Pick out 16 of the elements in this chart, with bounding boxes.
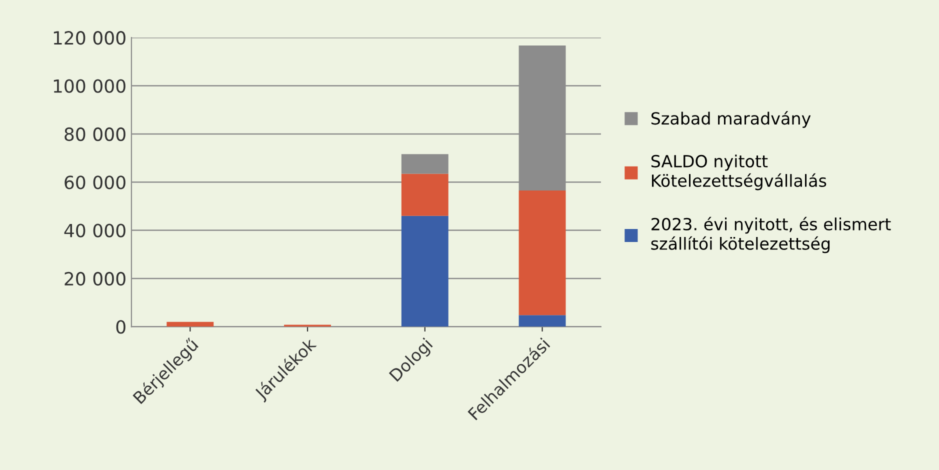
bar	[518, 190, 566, 316]
y-tick-label: 20 000	[64, 272, 126, 286]
bar	[401, 216, 448, 327]
bar	[166, 322, 214, 327]
y-tick-label: 40 000	[64, 224, 126, 238]
y-tick-label: 100 000	[54, 79, 126, 93]
y-tick-label: 120 000	[54, 31, 126, 45]
legend-label: 2023. évi nyitott, és elismert szállítói kötelezettség	[651, 216, 891, 254]
y-tick-label: 60 000	[64, 176, 126, 190]
legend-label: Szabad maradvány	[651, 111, 811, 128]
bar	[518, 315, 566, 327]
y-tick-label: 0	[116, 320, 126, 334]
bar	[401, 174, 448, 216]
legend-label: SALDO nyitott Kötelezettségvállalás	[651, 154, 826, 190]
y-tick-label: 80 000	[64, 127, 126, 142]
bar	[401, 154, 448, 174]
